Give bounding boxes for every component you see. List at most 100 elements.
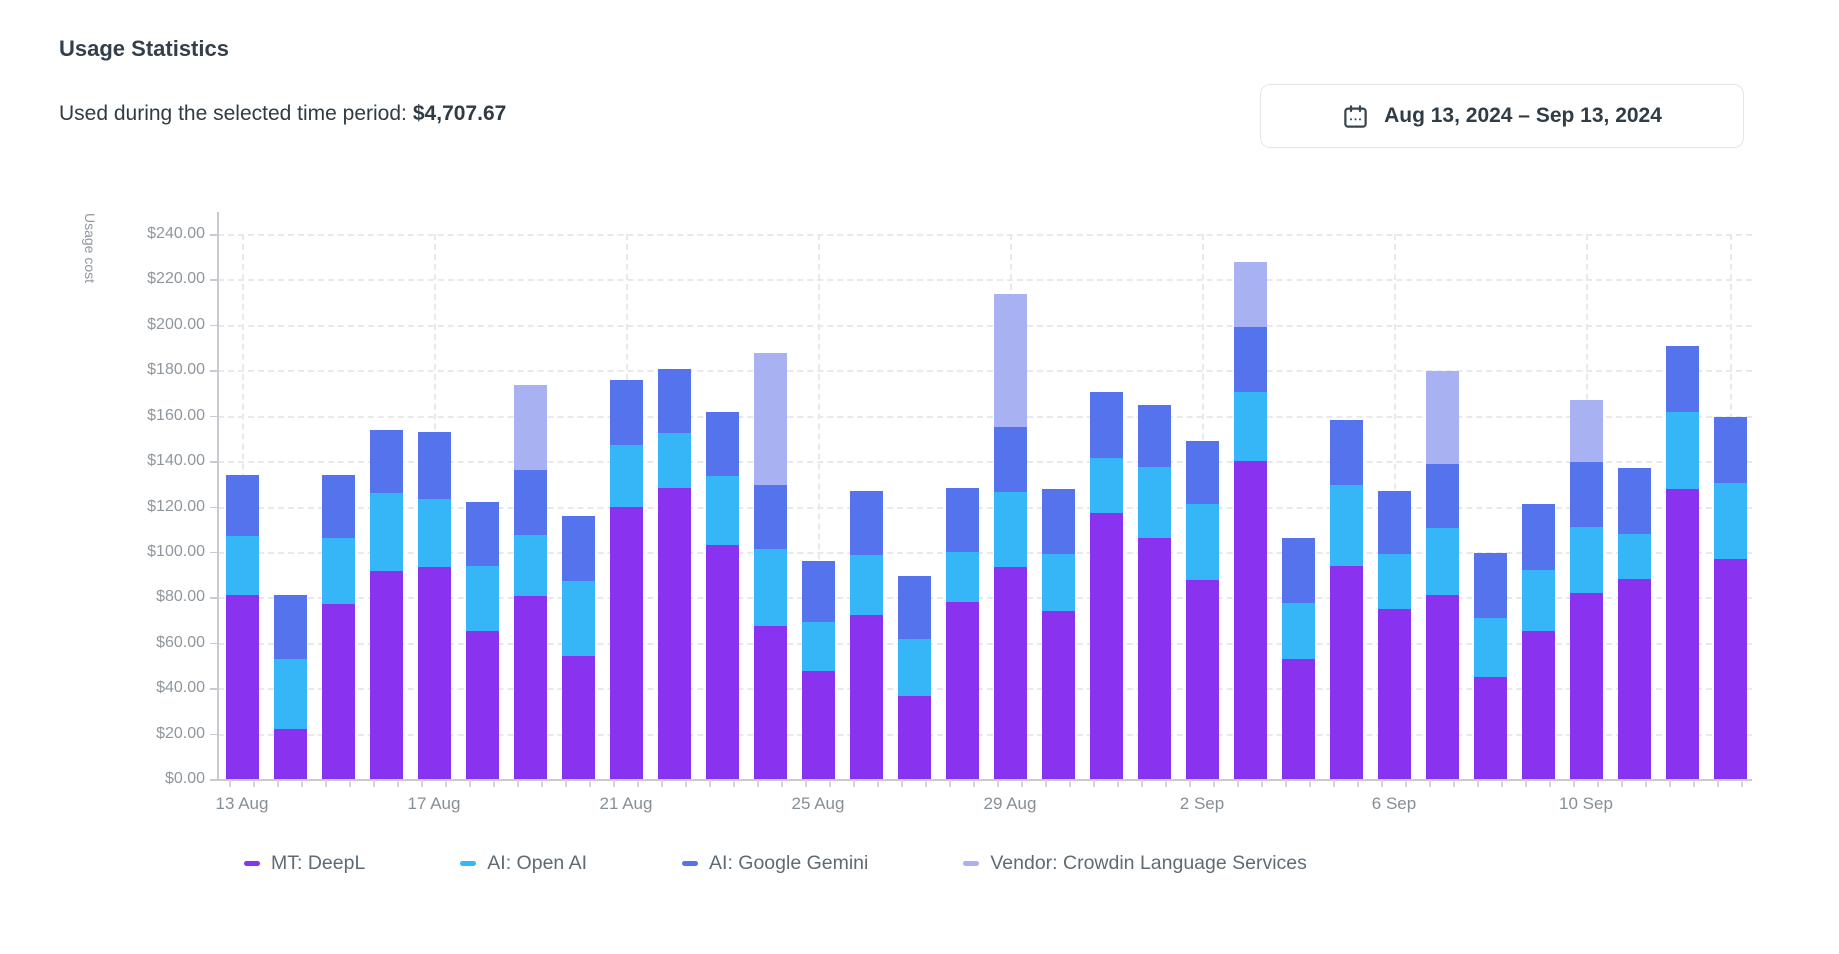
bar-12-sep[interactable] [1665, 346, 1699, 779]
bar-segment[interactable] [513, 385, 547, 471]
bar-segment[interactable] [945, 488, 979, 552]
bar-13-sep[interactable] [1713, 416, 1747, 779]
bar-segment[interactable] [1377, 490, 1411, 555]
bar-segment[interactable] [1569, 462, 1603, 527]
bar-3-sep[interactable] [1233, 262, 1267, 779]
bar-2-sep[interactable] [1185, 440, 1219, 779]
bar-20-aug[interactable] [561, 515, 595, 779]
bar-17-aug[interactable] [417, 431, 451, 779]
bar-segment[interactable] [609, 445, 643, 507]
bar-10-sep[interactable] [1569, 399, 1603, 779]
bar-segment[interactable] [657, 432, 691, 489]
bar-segment[interactable] [513, 596, 547, 779]
bar-14-aug[interactable] [273, 595, 307, 779]
bar-segment[interactable] [753, 484, 787, 549]
bar-segment[interactable] [417, 431, 451, 499]
bar-segment[interactable] [1185, 580, 1219, 779]
bar-segment[interactable] [945, 551, 979, 602]
bar-1-sep[interactable] [1137, 405, 1171, 779]
bar-segment[interactable] [273, 658, 307, 730]
bar-segment[interactable] [849, 490, 883, 556]
bar-13-aug[interactable] [225, 474, 259, 779]
bar-segment[interactable] [1473, 676, 1507, 779]
bar-segment[interactable] [993, 491, 1027, 567]
bar-segment[interactable] [753, 548, 787, 626]
bar-26-aug[interactable] [849, 490, 883, 779]
bar-segment[interactable] [1041, 489, 1075, 555]
bar-segment[interactable] [1617, 579, 1651, 779]
bar-segment[interactable] [1713, 558, 1747, 779]
bar-23-aug[interactable] [705, 412, 739, 779]
bar-segment[interactable] [1281, 658, 1315, 779]
bar-segment[interactable] [753, 353, 787, 485]
bar-segment[interactable] [1089, 457, 1123, 514]
bar-segment[interactable] [1233, 327, 1267, 392]
bar-segment[interactable] [321, 538, 355, 605]
bar-segment[interactable] [1377, 554, 1411, 609]
bar-segment[interactable] [945, 601, 979, 779]
bar-segment[interactable] [321, 604, 355, 779]
bar-15-aug[interactable] [321, 474, 355, 779]
bar-segment[interactable] [1233, 391, 1267, 462]
bar-segment[interactable] [1137, 538, 1171, 779]
bar-segment[interactable] [561, 581, 595, 657]
bar-segment[interactable] [753, 625, 787, 779]
bar-segment[interactable] [1137, 466, 1171, 539]
bar-30-aug[interactable] [1041, 489, 1075, 779]
bar-segment[interactable] [1425, 464, 1459, 529]
bar-segment[interactable] [849, 615, 883, 779]
bar-segment[interactable] [1665, 489, 1699, 779]
bar-9-sep[interactable] [1521, 504, 1555, 779]
bar-segment[interactable] [1089, 391, 1123, 458]
bar-segment[interactable] [1521, 504, 1555, 571]
bar-segment[interactable] [465, 501, 499, 566]
bar-segment[interactable] [225, 474, 259, 537]
bar-4-sep[interactable] [1281, 538, 1315, 779]
bar-24-aug[interactable] [753, 353, 787, 779]
bar-29-aug[interactable] [993, 294, 1027, 779]
bar-segment[interactable] [225, 595, 259, 779]
bar-segment[interactable] [1665, 346, 1699, 413]
bar-segment[interactable] [1665, 412, 1699, 490]
bar-segment[interactable] [417, 566, 451, 779]
bar-segment[interactable] [849, 555, 883, 616]
bar-segment[interactable] [1713, 482, 1747, 559]
bar-6-sep[interactable] [1377, 490, 1411, 779]
bar-segment[interactable] [897, 639, 931, 697]
bar-segment[interactable] [513, 534, 547, 597]
bar-segment[interactable] [1473, 617, 1507, 677]
bar-segment[interactable] [561, 656, 595, 779]
bar-segment[interactable] [609, 506, 643, 779]
bar-28-aug[interactable] [945, 488, 979, 779]
bar-5-sep[interactable] [1329, 420, 1363, 779]
bar-segment[interactable] [1425, 595, 1459, 779]
bar-segment[interactable] [1137, 405, 1171, 467]
bar-segment[interactable] [1713, 416, 1747, 483]
bar-segment[interactable] [417, 498, 451, 567]
bar-segment[interactable] [1233, 262, 1267, 328]
bar-segment[interactable] [705, 545, 739, 779]
bar-segment[interactable] [273, 595, 307, 659]
bar-25-aug[interactable] [801, 561, 835, 779]
bar-segment[interactable] [1377, 608, 1411, 779]
bar-19-aug[interactable] [513, 385, 547, 779]
bar-segment[interactable] [1281, 538, 1315, 603]
bar-segment[interactable] [1185, 440, 1219, 505]
bar-segment[interactable] [1617, 533, 1651, 580]
date-range-picker[interactable]: Aug 13, 2024 – Sep 13, 2024 [1260, 84, 1744, 148]
bar-segment[interactable] [369, 430, 403, 493]
bar-segment[interactable] [1425, 371, 1459, 465]
bar-31-aug[interactable] [1089, 391, 1123, 779]
bar-segment[interactable] [1281, 603, 1315, 659]
bar-segment[interactable] [513, 470, 547, 535]
bar-segment[interactable] [897, 696, 931, 779]
bar-segment[interactable] [225, 536, 259, 596]
bar-segment[interactable] [657, 488, 691, 779]
bar-segment[interactable] [801, 671, 835, 779]
bar-segment[interactable] [993, 566, 1027, 779]
bar-segment[interactable] [1329, 420, 1363, 485]
bar-segment[interactable] [1041, 610, 1075, 779]
bar-segment[interactable] [1569, 526, 1603, 593]
bar-segment[interactable] [1569, 399, 1603, 463]
bar-8-sep[interactable] [1473, 553, 1507, 779]
